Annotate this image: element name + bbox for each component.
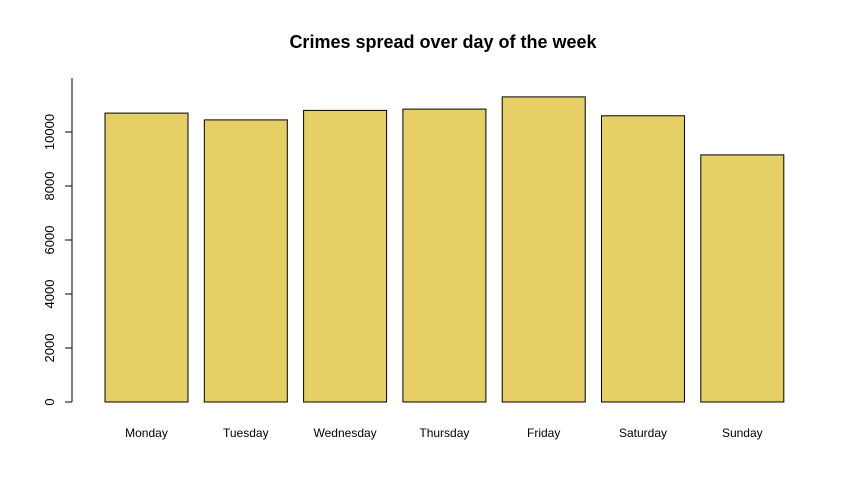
x-category-label: Sunday <box>722 426 763 440</box>
x-category-label: Tuesday <box>223 426 269 440</box>
y-tick-label: 8000 <box>42 172 57 201</box>
bar-tuesday <box>203 119 288 403</box>
x-category-label: Thursday <box>419 426 469 440</box>
bar-saturday <box>601 115 685 403</box>
y-tick-label: 10000 <box>42 114 57 150</box>
x-category-label: Wednesday <box>314 426 377 440</box>
y-tick-label: 4000 <box>42 280 57 309</box>
bar-wednesday <box>303 109 388 403</box>
bar-friday <box>501 96 586 403</box>
chart-title: Crimes spread over day of the week <box>289 32 597 52</box>
x-category-label: Monday <box>125 426 168 440</box>
x-category-label: Friday <box>527 426 560 440</box>
y-tick-label: 2000 <box>42 334 57 363</box>
y-axis: 0 2000 4000 6000 8000 10000 <box>42 114 72 406</box>
bars-group <box>104 96 785 403</box>
x-axis-labels: Monday Tuesday Wednesday Thursday Friday Satu… <box>125 426 763 440</box>
bar-monday <box>104 112 189 403</box>
x-category-label: Saturday <box>619 426 667 440</box>
bar-thursday <box>402 108 487 403</box>
y-tick-label: 0 <box>42 398 57 405</box>
y-tick-label: 6000 <box>42 226 57 255</box>
bar-sunday <box>700 154 785 403</box>
